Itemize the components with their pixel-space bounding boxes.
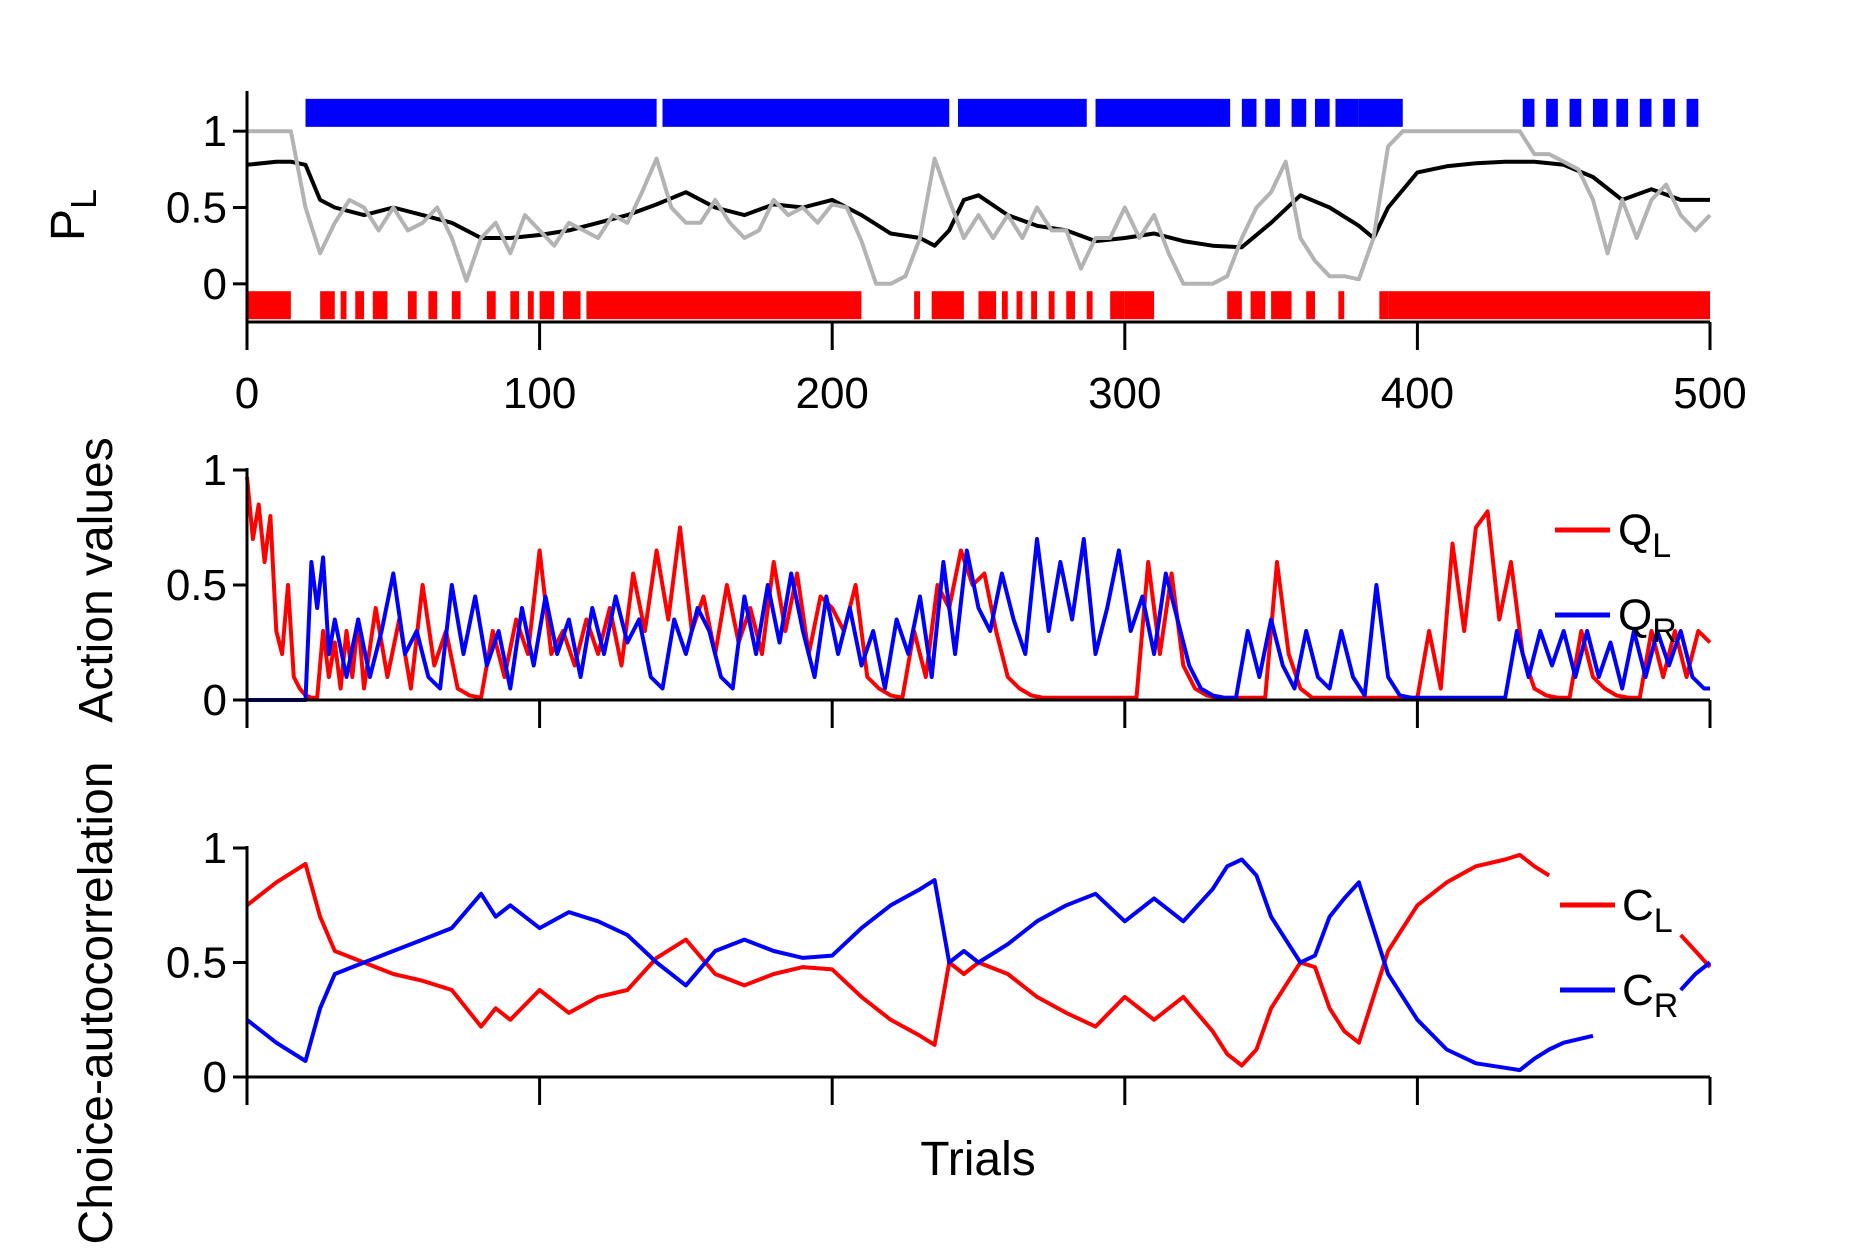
raster-right-8 bbox=[1335, 98, 1359, 127]
raster-left-14 bbox=[914, 291, 920, 320]
legend-ql-label: QL bbox=[1618, 506, 1671, 565]
legend-action-values: QL QR bbox=[1555, 506, 1677, 650]
legend-cl-label: CL bbox=[1622, 881, 1673, 940]
raster-right-1 bbox=[662, 98, 950, 127]
x-tick-label-2: 200 bbox=[795, 369, 868, 418]
panel-action-values: 00.51 bbox=[166, 446, 1712, 728]
series-model bbox=[246, 159, 1710, 250]
raster-left-27 bbox=[1271, 291, 1292, 320]
raster-right-10 bbox=[1522, 98, 1535, 127]
raster-left-30 bbox=[1379, 291, 1389, 320]
y-tick-label-top-2: 1 bbox=[203, 107, 227, 156]
raster-left-15 bbox=[931, 291, 964, 320]
raster-right-11 bbox=[1546, 98, 1558, 127]
x-tick-label-3: 300 bbox=[1088, 369, 1161, 418]
raster-left-9 bbox=[510, 291, 520, 320]
x-tick-label-0: 0 bbox=[235, 369, 259, 418]
raster-right-16 bbox=[1663, 98, 1675, 127]
series-CR2 bbox=[1679, 960, 1712, 992]
raster-left-17 bbox=[1001, 291, 1008, 320]
series-smoothed bbox=[247, 129, 1712, 286]
raster-left-19 bbox=[1031, 291, 1038, 320]
y-tick-label-bottom-1: 0.5 bbox=[166, 939, 227, 988]
y-tick-label-middle-2: 1 bbox=[203, 446, 227, 495]
middle-ylabel: Action values bbox=[70, 437, 123, 723]
top-ylabel: PL bbox=[42, 189, 104, 241]
series-QR bbox=[247, 537, 1710, 702]
raster-left-21 bbox=[1066, 291, 1076, 320]
raster-left-23 bbox=[1110, 291, 1125, 320]
legend-cr-label: CR bbox=[1622, 966, 1678, 1025]
raster-right-0 bbox=[305, 98, 657, 127]
legend-choice-autocorrelation: CL CR bbox=[1560, 881, 1678, 1025]
series-QL bbox=[245, 476, 1712, 700]
raster-left-25 bbox=[1227, 291, 1242, 320]
raster-right-12 bbox=[1569, 98, 1582, 127]
raster-left-1 bbox=[320, 291, 335, 320]
panel-choice-probability: 0 0.5 1 0 100 200 300 400 500 bbox=[166, 91, 1747, 418]
y-tick-label-middle-0: 0 bbox=[203, 676, 227, 725]
raster-left-5 bbox=[407, 291, 417, 320]
raster-left-20 bbox=[1048, 291, 1055, 320]
raster-right-13 bbox=[1592, 98, 1608, 127]
raster-left-13 bbox=[586, 291, 862, 320]
raster-right-14 bbox=[1616, 98, 1629, 127]
y-tick-label-top-1: 0.5 bbox=[166, 184, 227, 233]
raster-left-18 bbox=[1016, 291, 1023, 320]
raster-left-8 bbox=[486, 291, 496, 320]
raster-left-4 bbox=[372, 291, 388, 320]
raster-left-31 bbox=[1388, 291, 1710, 320]
x-axis-label: Trials bbox=[920, 1133, 1036, 1186]
bottom-ylabel: Choice-autocorrelation bbox=[70, 762, 123, 1245]
raster-left-28 bbox=[1306, 291, 1315, 320]
raster-left-29 bbox=[1338, 291, 1345, 320]
raster-left-10 bbox=[527, 291, 534, 320]
raster-right-15 bbox=[1639, 98, 1652, 127]
raster-right-6 bbox=[1291, 98, 1307, 127]
series-CL bbox=[245, 852, 1551, 1068]
raster-left-2 bbox=[340, 291, 347, 320]
series-CL2 bbox=[1679, 933, 1712, 969]
raster-left-3 bbox=[355, 291, 365, 320]
raster-left-24 bbox=[1124, 291, 1155, 320]
y-tick-label-bottom-2: 1 bbox=[203, 824, 227, 873]
raster-right-17 bbox=[1686, 98, 1699, 127]
series-CR bbox=[245, 857, 1594, 1073]
y-tick-label-top-0: 0 bbox=[203, 260, 227, 309]
y-tick-label-bottom-0: 0 bbox=[203, 1053, 227, 1102]
legend-qr-label: QR bbox=[1618, 591, 1677, 650]
raster-right-4 bbox=[1241, 98, 1257, 127]
top-ylabel-main: PL bbox=[42, 189, 104, 241]
x-tick-label-4: 400 bbox=[1381, 369, 1454, 418]
raster-left-22 bbox=[1086, 291, 1093, 320]
raster-left-7 bbox=[451, 291, 461, 320]
raster-right-3 bbox=[1095, 98, 1231, 127]
x-tick-label-5: 500 bbox=[1673, 369, 1746, 418]
raster-left-12 bbox=[563, 291, 581, 320]
raster-left-16 bbox=[978, 291, 997, 320]
raster-right-2 bbox=[958, 98, 1087, 127]
raster-right-5 bbox=[1265, 98, 1280, 127]
raster-left-6 bbox=[428, 291, 438, 320]
y-tick-label-middle-1: 0.5 bbox=[166, 561, 227, 610]
raster-right-7 bbox=[1314, 98, 1330, 127]
raster-left-11 bbox=[539, 291, 555, 320]
panel-choice-autocorrelation: 00.51 bbox=[166, 824, 1712, 1105]
raster-left-0 bbox=[247, 291, 291, 320]
x-tick-label-1: 100 bbox=[503, 369, 576, 418]
raster-left-26 bbox=[1250, 291, 1266, 320]
raster-right-9 bbox=[1358, 98, 1403, 127]
